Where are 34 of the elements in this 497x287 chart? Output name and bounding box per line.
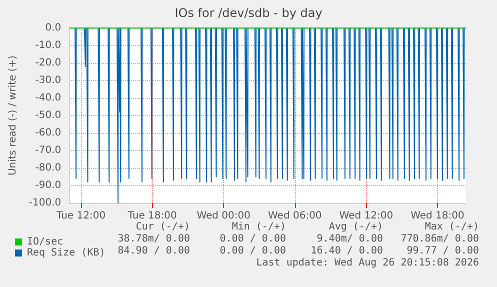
text: 0.00 / 0.00 xyxy=(220,234,286,244)
y-tick-label: -50.0 xyxy=(35,110,62,121)
text: 770.86m/ 0.00 xyxy=(400,234,479,244)
x-tick-label: Wed 00:00 xyxy=(196,210,251,222)
x-tick-label: Wed 12:00 xyxy=(339,210,394,222)
x-tick-label: Tue 12:00 xyxy=(55,210,106,222)
y-tick-label: -20.0 xyxy=(35,58,62,68)
legend-label: IO/sec xyxy=(27,236,64,248)
text: 9.40m/ 0.00 xyxy=(316,234,383,244)
y-tick-label: 0.0 xyxy=(45,22,62,34)
y-tick-label: -90.0 xyxy=(35,180,62,191)
y-tick-label: -70.0 xyxy=(35,145,62,156)
text: 99.77 / 0.00 xyxy=(406,246,479,256)
x-tick-label: Tue 18:00 xyxy=(126,210,177,222)
y-tick-label: -60.0 xyxy=(35,128,62,138)
y-axis-title: Units read (-) / write (+) xyxy=(8,55,18,176)
text: 16.40 / 0.00 xyxy=(310,246,383,256)
y-tick-label: -10.0 xyxy=(35,40,62,51)
text: Max (-/+) xyxy=(424,222,479,232)
text: Avg (-/+) xyxy=(328,222,383,232)
text: Last update: Wed Aug 26 20:15:08 2026 xyxy=(256,258,479,268)
x-tick-label: Wed 06:00 xyxy=(268,210,322,222)
y-tick-label: -80.0 xyxy=(35,162,62,174)
chart-title: IOs for /dev/sdb - by day xyxy=(174,6,322,20)
legend-label: Req Size (KB) xyxy=(27,248,106,258)
y-tick-label: -40.0 xyxy=(35,92,62,104)
text: 38.78m/ 0.00 xyxy=(118,234,190,244)
x-tick-label: Wed 18:00 xyxy=(410,210,464,222)
text: 84.90 / 0.00 xyxy=(118,246,190,256)
text: 0.00 / 0.00 xyxy=(220,246,286,256)
text: Min (-/+) xyxy=(232,222,286,232)
y-tick-label: -30.0 xyxy=(35,75,62,86)
text: Cur (-/+) xyxy=(136,222,190,232)
y-tick-label: -100.0 xyxy=(28,198,62,208)
